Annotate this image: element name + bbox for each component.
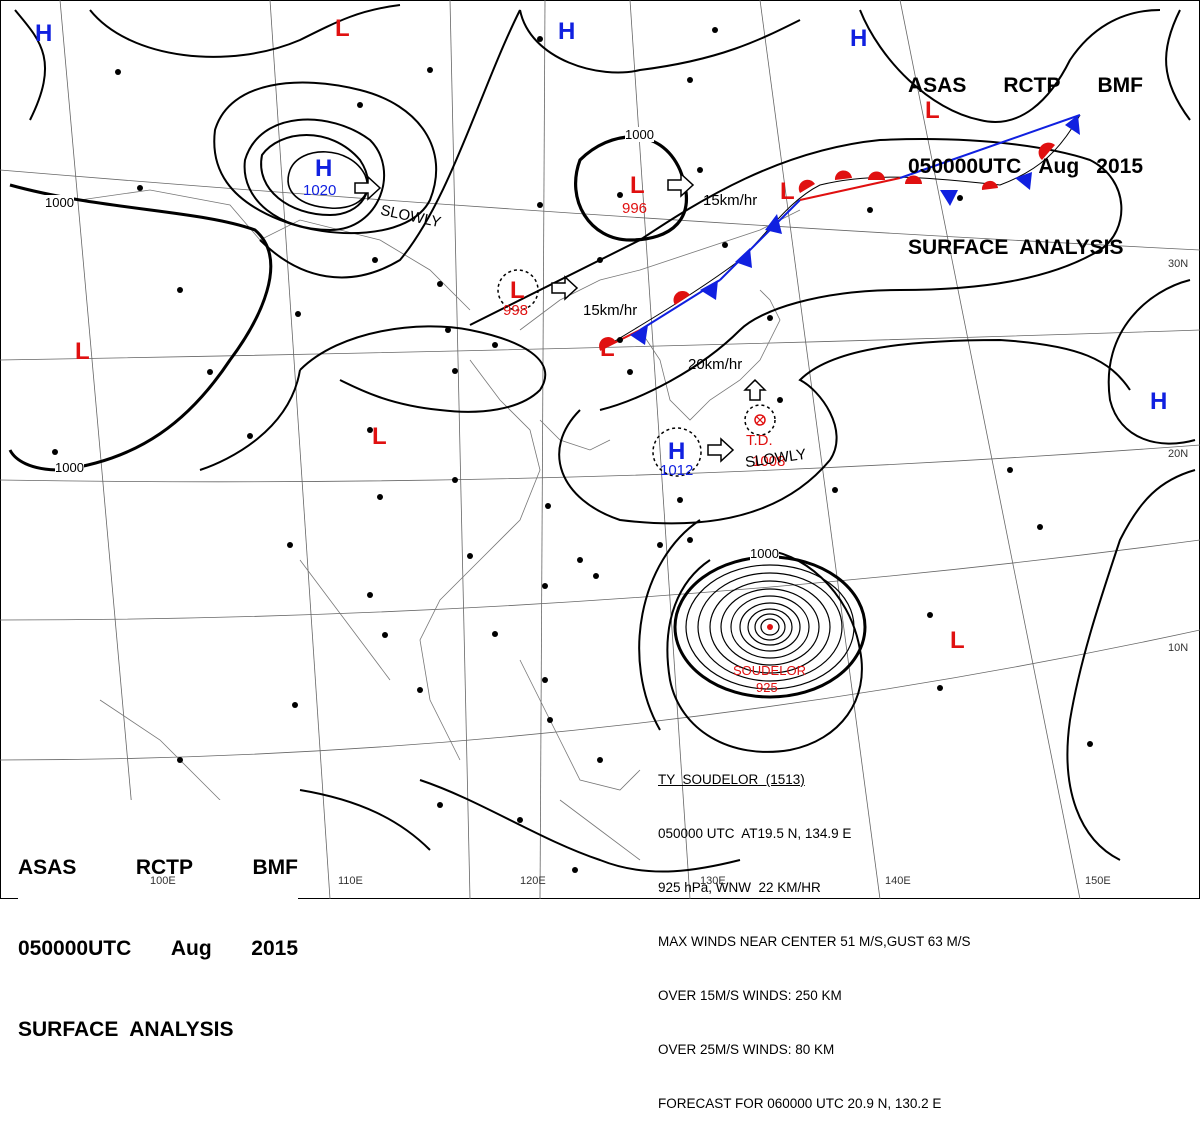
map-header-bottom: ASAS RCTP BMF 050000UTC Aug 2015 SURFACE…	[18, 800, 298, 1070]
low-center-label: L	[75, 338, 90, 365]
info-line: OVER 25M/S WINDS: 80 KM	[658, 1042, 835, 1057]
header-station: ASAS	[908, 74, 967, 97]
info-line: TY SOUDELOR (1513)	[658, 772, 805, 787]
lon-label: 120E	[520, 875, 546, 887]
low-center-label: L	[335, 15, 350, 42]
high-center-label: H	[850, 25, 868, 52]
isobar-label: 1000	[45, 195, 74, 210]
motion-arrows	[354, 172, 767, 463]
header-station-b: ASAS	[18, 856, 77, 879]
lon-label: 110E	[338, 875, 363, 887]
high-center-label: H	[668, 438, 686, 465]
lon-label: 140E	[885, 875, 911, 887]
header-line2: 050000UTC Aug 2015	[908, 153, 1143, 180]
center-circles	[497, 269, 776, 477]
typhoon-name: SOUDELOR	[733, 663, 806, 678]
td-label: T.D.	[746, 432, 773, 449]
header-line1: ASAS RCTP BMF	[908, 72, 1143, 99]
station-plots	[52, 27, 1093, 873]
header-code: RCTP	[1003, 74, 1061, 97]
info-line: 050000 UTC AT19.5 N, 134.9 E	[658, 826, 852, 841]
weather-map	[0, 0, 1200, 899]
low-center-label: L	[925, 97, 940, 124]
header-time: 050000UTC	[908, 155, 1022, 178]
low-center-label: L	[950, 627, 965, 654]
info-line: 925 hPa, WNW 22 KM/HR	[658, 880, 821, 895]
typhoon-info-block: TY SOUDELOR (1513) 050000 UTC AT19.5 N, …	[658, 735, 971, 1131]
lat-label: 20N	[1168, 448, 1189, 460]
low-center-label: L	[630, 172, 645, 199]
lat-label: 30N	[1168, 258, 1189, 270]
header-code-b: RCTP	[135, 856, 194, 879]
low-center-pressure: 996	[622, 200, 648, 217]
high-center-label: H	[558, 18, 576, 45]
info-line: OVER 15M/S WINDS: 250 KM	[658, 988, 842, 1003]
info-line: MAX WINDS NEAR CENTER 51 M/S,GUST 63 M/S	[658, 934, 971, 949]
typhoon-isobar-label: 1000	[750, 546, 779, 561]
high-center-label: H	[35, 20, 53, 47]
low-center-label: L	[510, 277, 525, 304]
motion-speed-label: 15km/hr	[583, 302, 638, 319]
header-title: SURFACE ANALYSIS	[908, 236, 1124, 259]
isobar-label: 1000	[625, 127, 654, 142]
lon-label: 150E	[1085, 875, 1111, 887]
low-center-pressure: 998	[503, 302, 529, 319]
lon-label: 130E	[700, 875, 726, 887]
motion-speed-label: 15km/hr	[703, 192, 758, 209]
header-title-b: SURFACE ANALYSIS	[18, 1018, 234, 1041]
isobar-label: 1000	[55, 460, 84, 475]
lon-label: 100E	[150, 875, 176, 887]
header-line2-b: 050000UTC Aug 2015	[18, 935, 298, 962]
header-time-b: 050000UTC	[18, 937, 132, 960]
low-center-label: L	[372, 423, 387, 450]
header-source-b: BMF	[252, 856, 299, 879]
header-month-b: Aug	[170, 937, 212, 960]
info-line: FORECAST FOR 060000 UTC 20.9 N, 130.2 E	[658, 1096, 942, 1111]
header-source: BMF	[1097, 74, 1144, 97]
motion-speed-label: 20km/hr	[688, 356, 743, 373]
header-month: Aug	[1038, 155, 1080, 178]
lat-label: 10N	[1168, 642, 1189, 654]
low-center-label: L	[600, 335, 615, 362]
high-center-label: H	[1150, 388, 1168, 415]
low-center-pressure: 1008	[752, 453, 786, 470]
stationary-front	[599, 114, 1081, 351]
high-center-pressure: 1012	[660, 462, 694, 479]
map-header-top: ASAS RCTP BMF 050000UTC Aug 2015 SURFACE…	[908, 18, 1143, 288]
header-line1-b: ASAS RCTP BMF	[18, 854, 298, 881]
header-year-b: 2015	[251, 937, 298, 960]
td-symbol	[754, 414, 766, 426]
high-center-pressure: 1020	[303, 182, 337, 199]
header-year: 2015	[1096, 155, 1143, 178]
low-center-label: L	[780, 178, 795, 205]
high-center-label: H	[315, 155, 333, 182]
typhoon-pressure: 925	[756, 680, 778, 695]
